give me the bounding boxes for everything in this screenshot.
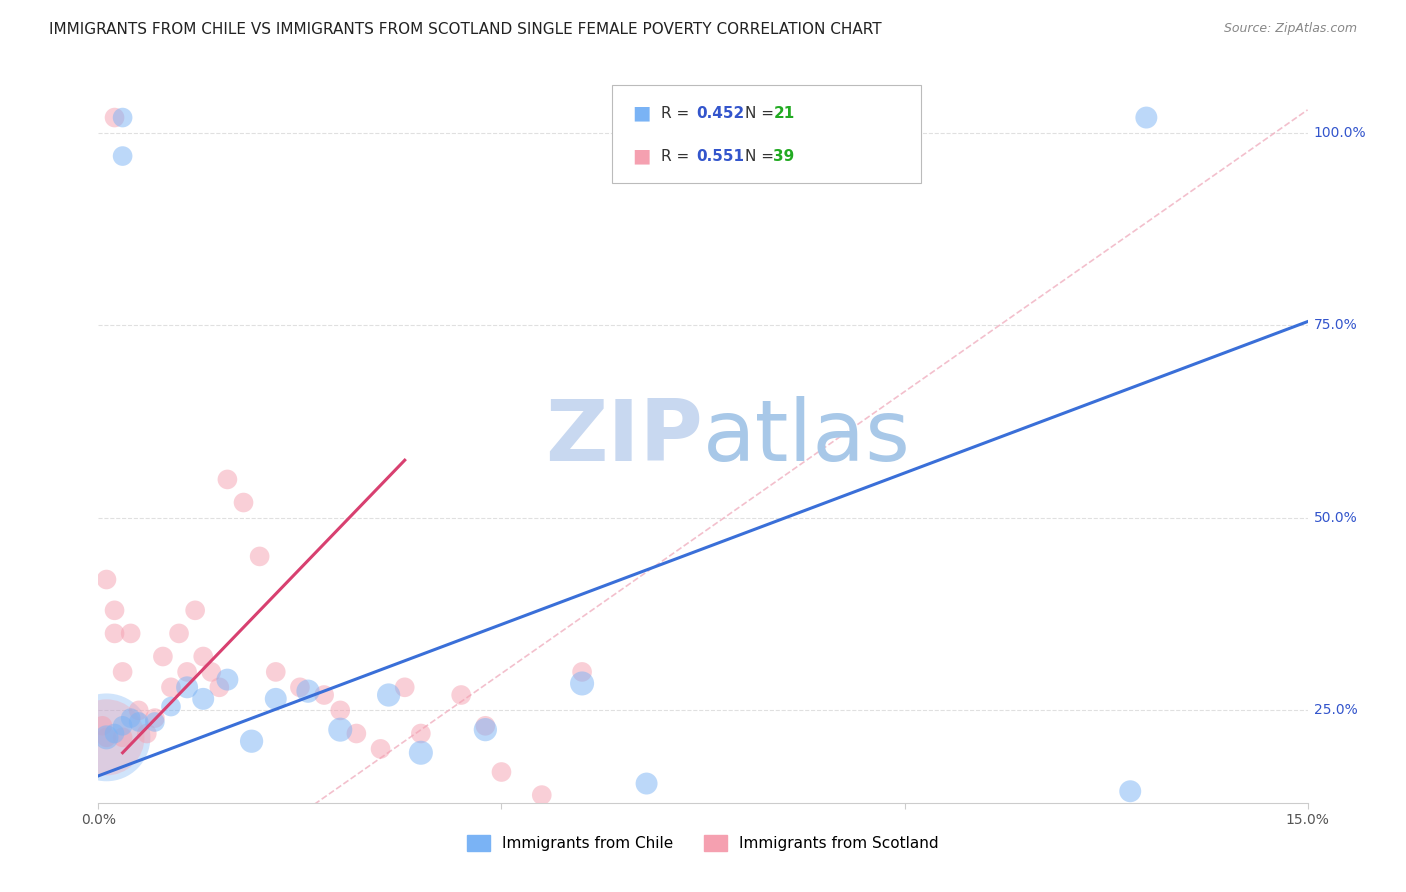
Point — [636, 776, 658, 790]
Text: 50.0%: 50.0% — [1313, 511, 1357, 524]
Point — [143, 711, 166, 725]
Text: N =: N = — [745, 149, 779, 163]
Point — [103, 726, 125, 740]
Point — [193, 649, 215, 664]
Point — [111, 111, 134, 125]
Point — [96, 731, 118, 745]
Point — [232, 495, 254, 509]
Legend: Immigrants from Chile, Immigrants from Scotland: Immigrants from Chile, Immigrants from S… — [461, 830, 945, 857]
Point — [96, 573, 118, 587]
Text: atlas: atlas — [703, 395, 911, 479]
Point — [474, 719, 496, 733]
Point — [111, 719, 134, 733]
Text: N =: N = — [745, 106, 779, 120]
Text: 21: 21 — [773, 106, 794, 120]
Point — [152, 649, 174, 664]
Point — [409, 726, 432, 740]
Point — [176, 681, 198, 695]
Point — [474, 723, 496, 737]
Point — [491, 764, 513, 779]
Point — [128, 714, 150, 729]
Point — [240, 734, 263, 748]
Point — [314, 688, 336, 702]
Point — [160, 699, 183, 714]
Text: R =: R = — [661, 106, 695, 120]
Point — [571, 665, 593, 679]
Text: 75.0%: 75.0% — [1313, 318, 1357, 333]
Point — [297, 684, 319, 698]
Text: 100.0%: 100.0% — [1313, 126, 1367, 140]
Point — [103, 111, 125, 125]
Point — [103, 603, 125, 617]
Point — [111, 731, 134, 745]
Point — [217, 472, 239, 486]
Point — [167, 626, 190, 640]
Point — [571, 676, 593, 690]
Point — [249, 549, 271, 564]
Point — [1135, 111, 1157, 125]
Point — [91, 719, 114, 733]
Point — [135, 726, 157, 740]
Point — [264, 665, 287, 679]
Point — [96, 731, 118, 745]
Text: ■: ■ — [633, 146, 651, 166]
Text: ■: ■ — [633, 103, 651, 123]
Text: 25.0%: 25.0% — [1313, 704, 1357, 717]
Point — [288, 681, 311, 695]
Point — [264, 691, 287, 706]
Point — [120, 711, 142, 725]
Point — [329, 703, 352, 717]
Text: R =: R = — [661, 149, 695, 163]
Point — [377, 688, 399, 702]
Point — [160, 681, 183, 695]
Point — [329, 723, 352, 737]
Point — [217, 673, 239, 687]
Point — [143, 714, 166, 729]
Point — [120, 626, 142, 640]
Point — [111, 149, 134, 163]
Point — [409, 746, 432, 760]
Point — [111, 665, 134, 679]
Point — [128, 703, 150, 717]
Point — [530, 788, 553, 802]
Point — [96, 731, 118, 745]
Text: 39: 39 — [773, 149, 794, 163]
Point — [200, 665, 222, 679]
Point — [208, 681, 231, 695]
Text: ZIP: ZIP — [546, 395, 703, 479]
Point — [370, 742, 392, 756]
Point — [184, 603, 207, 617]
Text: Source: ZipAtlas.com: Source: ZipAtlas.com — [1223, 22, 1357, 36]
Point — [394, 681, 416, 695]
Point — [176, 665, 198, 679]
Point — [1119, 784, 1142, 798]
Point — [450, 688, 472, 702]
Point — [193, 691, 215, 706]
Point — [344, 726, 367, 740]
Text: 0.551: 0.551 — [696, 149, 744, 163]
Point — [96, 731, 118, 745]
Text: IMMIGRANTS FROM CHILE VS IMMIGRANTS FROM SCOTLAND SINGLE FEMALE POVERTY CORRELAT: IMMIGRANTS FROM CHILE VS IMMIGRANTS FROM… — [49, 22, 882, 37]
Text: 0.452: 0.452 — [696, 106, 744, 120]
Point — [103, 626, 125, 640]
